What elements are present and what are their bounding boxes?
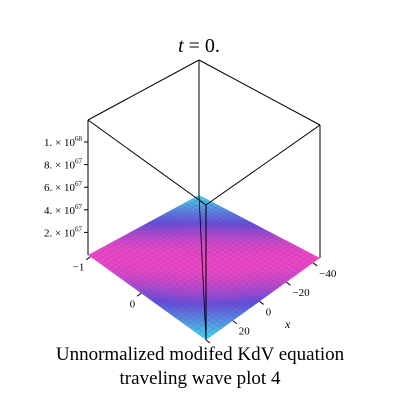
y-tick-mark xyxy=(86,256,91,261)
z-tick-label: 4. × 1067 xyxy=(44,203,82,217)
x-tick-label: 20 xyxy=(239,326,251,338)
title-value: 0. xyxy=(205,35,220,57)
caption-line-2: traveling wave plot 4 xyxy=(119,368,281,389)
box-edge-top-left xyxy=(87,59,200,121)
z-tick-label: 8. × 1067 xyxy=(44,158,82,172)
z-axis: 2. × 1067 4. × 1067 6. × 1067 8. × 1067 1. ×… xyxy=(44,135,88,239)
x-axis-label: x xyxy=(284,317,291,331)
y-tick-label: 0 xyxy=(130,298,136,310)
x-tick-mark xyxy=(286,281,291,286)
x-tick-mark xyxy=(232,320,238,325)
x-tick-label: −20 xyxy=(292,287,310,299)
x-tick-mark xyxy=(259,301,264,305)
y-axis: −1 0 xyxy=(73,256,142,310)
x-tick-label: 0 xyxy=(266,306,272,318)
caption-line-1: Unnormalized modifed KdV equation xyxy=(55,344,345,365)
x-tick-label: −40 xyxy=(319,268,337,280)
x-tick-mark xyxy=(205,339,211,344)
y-tick-label: −1 xyxy=(73,262,85,274)
z-tick-label: 1. × 1068 xyxy=(44,135,82,149)
box-edge-top-front-left xyxy=(87,119,207,206)
x-axis: −40−2002040 xyxy=(205,262,337,344)
box-edge-top-right xyxy=(198,59,321,126)
title-variable: t xyxy=(178,35,184,57)
z-tick-label: 6. × 1067 xyxy=(44,180,82,194)
surface-mesh xyxy=(88,195,320,340)
x-tick-mark xyxy=(312,262,318,267)
z-tick-label: 2. × 1067 xyxy=(44,225,82,239)
y-tick-mark xyxy=(136,292,142,297)
surface-plot: t = 0. 2. × 1067 4. × 1067 6. × 1067 8. × 1… xyxy=(44,35,337,344)
box-edge-top-front-right xyxy=(205,124,321,206)
surface-divider xyxy=(198,194,207,341)
plot-title: t = 0. xyxy=(178,35,220,57)
